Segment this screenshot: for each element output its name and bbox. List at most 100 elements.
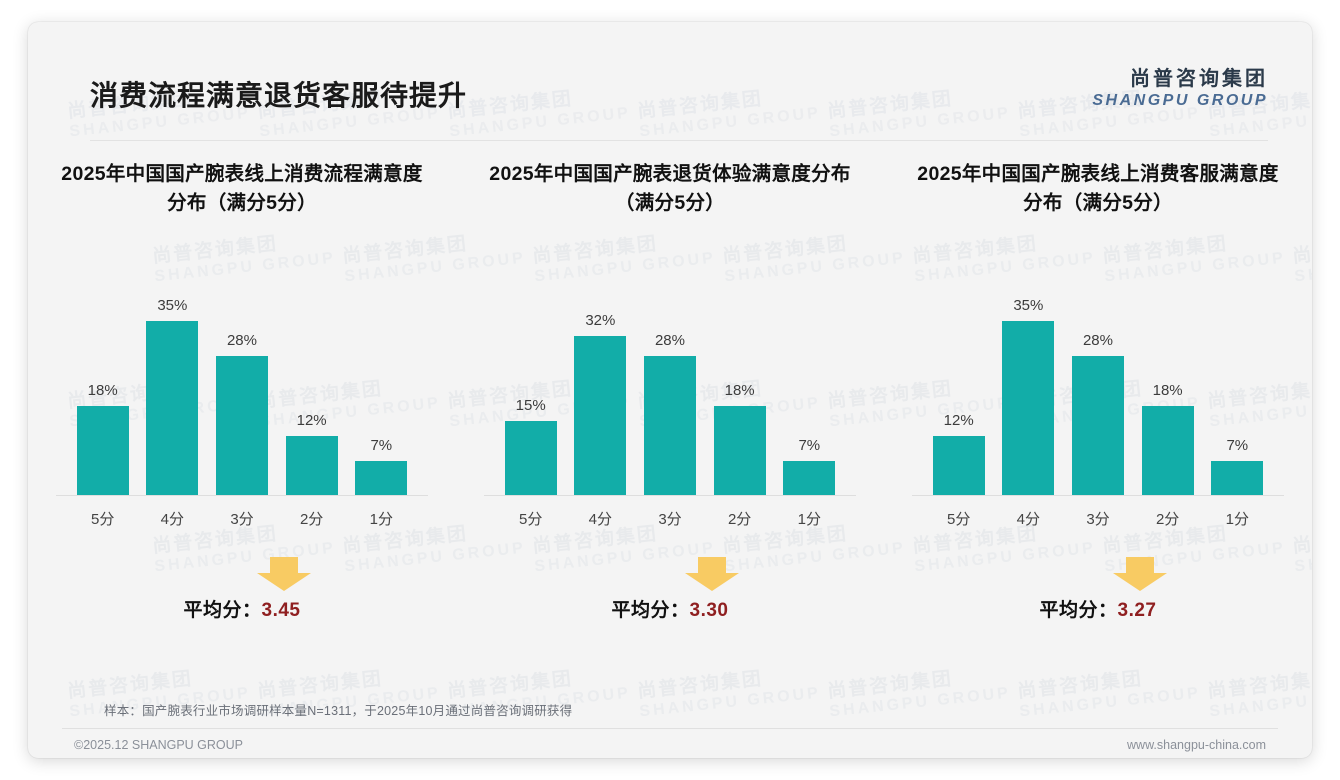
bar-column[interactable]: 18% <box>1135 266 1200 496</box>
bar-column[interactable]: 12% <box>279 266 344 496</box>
x-axis-line <box>912 495 1284 496</box>
x-tick-label: 4分 <box>588 511 612 528</box>
bar-value-label: 18% <box>724 382 755 399</box>
bar-value-label: 7% <box>370 437 393 454</box>
bar[interactable] <box>1211 461 1264 496</box>
bar[interactable] <box>285 436 338 496</box>
bar[interactable] <box>215 356 268 496</box>
bar-value-label: 28% <box>1082 332 1113 349</box>
bar-value-label: 18% <box>1152 382 1183 399</box>
average-score-label: 平均分： <box>183 600 262 621</box>
average-score-text: 平均分：3.45 <box>184 595 301 622</box>
bar-value-label: 35% <box>1013 297 1044 314</box>
bar-column[interactable]: 7% <box>1205 266 1270 496</box>
bar[interactable] <box>643 356 696 496</box>
x-axis-tick-labels: 5分 4分 3分 2分 1分 <box>498 496 842 529</box>
bar-column[interactable]: 7% <box>777 266 842 496</box>
bar-value-label: 12% <box>296 412 327 429</box>
plot-area: 12% 35% 28% 18% 7% <box>912 266 1284 496</box>
slide-header: 消费流程满意退货客服待提升 尚普咨询集团 SHANGPU GROUP <box>28 22 1312 141</box>
bar-column[interactable]: 15% <box>498 266 563 496</box>
bar[interactable] <box>713 406 766 496</box>
x-axis-tick-labels: 5分 4分 3分 2分 1分 <box>70 496 414 529</box>
x-tick-label: 3分 <box>1086 511 1110 528</box>
logo-english-text: SHANGPU GROUP <box>1092 92 1268 109</box>
brand-logo: 尚普咨询集团 SHANGPU GROUP <box>1092 62 1268 110</box>
x-tick-label: 1分 <box>369 511 393 528</box>
average-score-label: 平均分： <box>1039 600 1118 621</box>
chart-title: 2025年中国国产腕表退货体验满意度分布（满分5分） <box>489 163 851 215</box>
bar[interactable] <box>932 436 985 496</box>
x-tick-label: 5分 <box>947 511 971 528</box>
average-score-block: 平均分：3.27 <box>898 557 1298 622</box>
bar-column[interactable]: 28% <box>637 266 702 496</box>
x-tick-label: 1分 <box>1225 511 1249 528</box>
bar-column[interactable]: 28% <box>1065 266 1130 496</box>
bar-value-label: 28% <box>226 332 257 349</box>
bar[interactable] <box>1071 356 1124 496</box>
chart-panel: 2025年中国国产腕表退货体验满意度分布（满分5分） 15% 32% 28% 18% 7%… <box>456 160 884 622</box>
x-axis-line <box>56 495 428 496</box>
footer-divider <box>62 728 1278 729</box>
average-score-value: 3.45 <box>261 600 301 621</box>
bar-value-label: 15% <box>515 397 546 414</box>
bar-value-label: 28% <box>654 332 685 349</box>
average-score-text: 平均分：3.30 <box>612 595 729 622</box>
bar-group: 12% 35% 28% 18% 7% <box>926 266 1270 496</box>
bar-column[interactable]: 28% <box>209 266 274 496</box>
bar-column[interactable]: 32% <box>568 266 633 496</box>
plot-area: 18% 35% 28% 12% 7% <box>56 266 428 496</box>
bar-column[interactable]: 7% <box>349 266 414 496</box>
bar-value-label: 32% <box>585 312 616 329</box>
bar-group: 18% 35% 28% 12% 7% <box>70 266 414 496</box>
x-tick-label: 4分 <box>160 511 184 528</box>
chart-panel: 2025年中国国产腕表线上消费流程满意度分布（满分5分） 18% 35% 28% 12%… <box>28 160 456 622</box>
x-tick-label: 2分 <box>1155 511 1180 528</box>
down-arrow-icon <box>1113 557 1167 591</box>
bar-column[interactable]: 35% <box>140 266 205 496</box>
average-score-text: 平均分：3.27 <box>1040 595 1157 622</box>
x-tick-label: 1分 <box>797 511 821 528</box>
header-divider <box>90 140 1268 141</box>
bar[interactable] <box>574 336 627 496</box>
bar-value-label: 12% <box>943 412 974 429</box>
x-tick-label: 3分 <box>230 511 254 528</box>
website-link[interactable]: www.shangpu-china.com <box>1127 738 1266 752</box>
x-tick-label: 5分 <box>519 511 543 528</box>
bar[interactable] <box>504 421 557 496</box>
bar-column[interactable]: 18% <box>70 266 135 496</box>
logo-chinese-text: 尚普咨询集团 <box>1130 68 1268 90</box>
bar[interactable] <box>76 406 129 496</box>
average-score-value: 3.30 <box>689 600 729 621</box>
page-title: 消费流程满意退货客服待提升 <box>90 80 468 111</box>
average-score-block: 平均分：3.30 <box>470 557 870 622</box>
x-tick-label: 3分 <box>658 511 682 528</box>
bar-group: 15% 32% 28% 18% 7% <box>498 266 842 496</box>
down-arrow-icon <box>685 557 739 591</box>
average-score-label: 平均分： <box>611 600 690 621</box>
bar-column[interactable]: 18% <box>707 266 772 496</box>
copyright-text: ©2025.12 SHANGPU GROUP <box>74 738 243 752</box>
bar-column[interactable]: 35% <box>996 266 1061 496</box>
bar[interactable] <box>1141 406 1194 496</box>
bar[interactable] <box>1002 321 1055 496</box>
average-score-value: 3.27 <box>1117 600 1157 621</box>
x-tick-label: 4分 <box>1016 511 1040 528</box>
bar-value-label: 18% <box>87 382 118 399</box>
bar-column[interactable]: 12% <box>926 266 991 496</box>
chart-title: 2025年中国国产腕表线上消费流程满意度分布（满分5分） <box>61 163 423 215</box>
x-axis-tick-labels: 5分 4分 3分 2分 1分 <box>926 496 1270 529</box>
x-axis-line <box>484 495 856 496</box>
x-tick-label: 2分 <box>727 511 752 528</box>
bar-value-label: 7% <box>798 437 821 454</box>
bar[interactable] <box>783 461 836 496</box>
bar[interactable] <box>146 321 199 496</box>
chart-title: 2025年中国国产腕表线上消费客服满意度分布（满分5分） <box>917 163 1279 215</box>
bar[interactable] <box>355 461 408 496</box>
bar-value-label: 35% <box>157 297 188 314</box>
sample-note: 样本：国产腕表行业市场调研样本量N=1311，于2025年10月通过尚普咨询调研… <box>104 704 573 718</box>
